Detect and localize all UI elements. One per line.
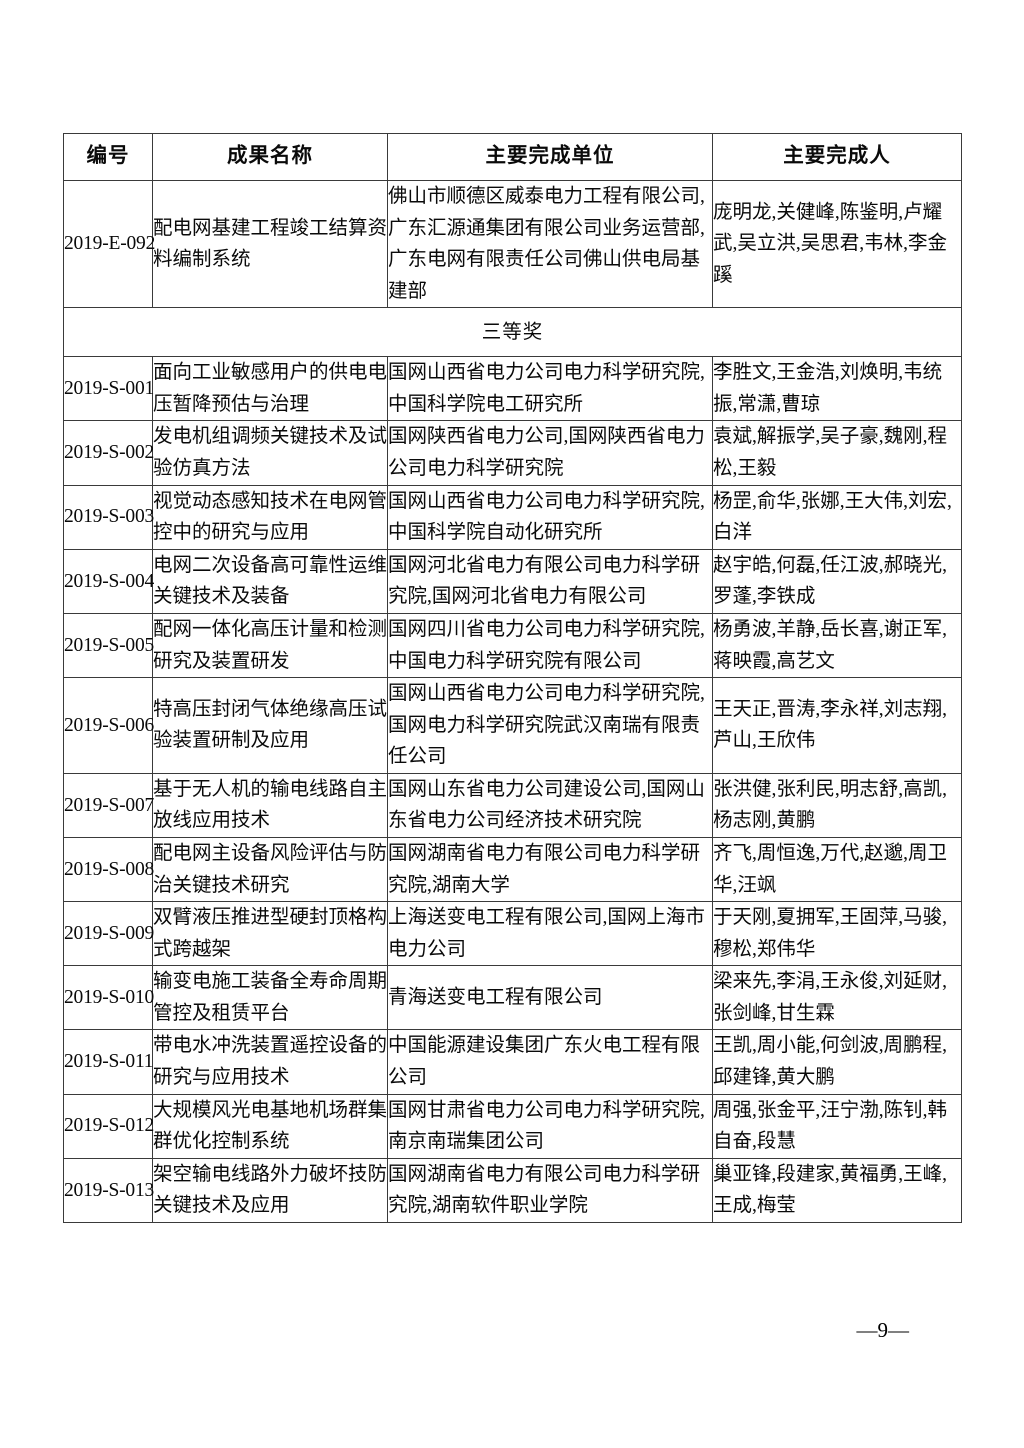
cell-people: 张洪健,张利民,明志舒,高凯,杨志刚,黄鹏 — [712, 772, 962, 838]
cell-name: 基于无人机的输电线路自主放线应用技术 — [152, 772, 388, 838]
cell-id: 2019-S-011 — [63, 1029, 154, 1095]
table-header-row: 编号 成果名称 主要完成单位 主要完成人 — [63, 133, 962, 181]
cell-people: 李胜文,王金浩,刘焕明,韦统振,常潇,曹琼 — [712, 356, 962, 422]
cell-id: 2019-S-013 — [63, 1157, 154, 1223]
table-row: 2019-S-013 架空输电线路外力破坏技防关键技术及应用 国网湖南省电力有限… — [63, 1157, 962, 1223]
table-row: 2019-S-003 视觉动态感知技术在电网管控中的研究与应用 国网山西省电力公… — [63, 484, 962, 550]
cell-people: 袁斌,解振学,吴子豪,魏刚,程松,王毅 — [712, 420, 962, 486]
table-row: 2019-S-007 基于无人机的输电线路自主放线应用技术 国网山东省电力公司建… — [63, 772, 962, 838]
cell-id: 2019-S-005 — [63, 612, 154, 679]
table-row: 2019-S-005 配网一体化高压计量和检测研究及装置研发 国网四川省电力公司… — [63, 612, 962, 679]
cell-unit: 国网甘肃省电力公司电力科学研究院,南京南瑞集团公司 — [387, 1093, 713, 1159]
cell-name: 架空输电线路外力破坏技防关键技术及应用 — [152, 1157, 388, 1223]
cell-unit: 佛山市顺德区威泰电力工程有限公司,广东汇源通集团有限公司业务运营部,广东电网有限… — [387, 179, 713, 309]
cell-people: 王凯,周小能,何剑波,周鹏程,邱建锋,黄大鹏 — [712, 1029, 962, 1095]
section-divider-row: 三等奖 — [63, 307, 962, 358]
table-row: 2019-S-002 发电机组调频关键技术及试验仿真方法 国网陕西省电力公司,国… — [63, 420, 962, 486]
column-header-name: 成果名称 — [152, 133, 388, 181]
column-header-unit: 主要完成单位 — [387, 133, 713, 181]
cell-people: 齐飞,周恒逸,万代,赵邈,周卫华,汪飒 — [712, 836, 962, 903]
cell-unit: 青海送变电工程有限公司 — [387, 965, 713, 1031]
cell-name: 带电水冲洗装置遥控设备的研究与应用技术 — [152, 1029, 388, 1095]
table-row: 2019-S-004 电网二次设备高可靠性运维关键技术及装备 国网河北省电力有限… — [63, 548, 962, 614]
cell-name: 视觉动态感知技术在电网管控中的研究与应用 — [152, 484, 388, 550]
cell-id: 2019-S-004 — [63, 548, 154, 614]
cell-people: 杨勇波,羊静,岳长喜,谢正军,蒋映霞,高艺文 — [712, 612, 962, 679]
cell-people: 于天刚,夏拥军,王固萍,马骏,穆松,郑伟华 — [712, 901, 962, 967]
cell-name: 配电网主设备风险评估与防治关键技术研究 — [152, 836, 388, 903]
table-row: 2019-S-006 特高压封闭气体绝缘高压试验装置研制及应用 国网山西省电力公… — [63, 677, 962, 774]
cell-unit: 上海送变电工程有限公司,国网上海市电力公司 — [387, 901, 713, 967]
cell-unit: 国网四川省电力公司电力科学研究院,中国电力科学研究院有限公司 — [387, 612, 713, 679]
section-label: 三等奖 — [63, 307, 962, 358]
table-body: 2019-E-092 配电网基建工程竣工结算资料编制系统 佛山市顺德区威泰电力工… — [63, 179, 962, 1223]
table-row: 2019-E-092 配电网基建工程竣工结算资料编制系统 佛山市顺德区威泰电力工… — [63, 179, 962, 309]
cell-people: 巢亚锋,段建家,黄福勇,王峰,王成,梅莹 — [712, 1157, 962, 1223]
cell-id: 2019-S-008 — [63, 836, 154, 903]
cell-people: 梁来先,李涓,王永俊,刘延财,张剑峰,甘生霖 — [712, 965, 962, 1031]
table-row: 2019-S-008 配电网主设备风险评估与防治关键技术研究 国网湖南省电力有限… — [63, 836, 962, 903]
award-table-container: 编号 成果名称 主要完成单位 主要完成人 2019-E-092 配电网基建工程竣… — [63, 133, 962, 1223]
cell-id: 2019-S-006 — [63, 677, 154, 774]
cell-name: 电网二次设备高可靠性运维关键技术及装备 — [152, 548, 388, 614]
cell-unit: 国网山西省电力公司电力科学研究院,中国科学院自动化研究所 — [387, 484, 713, 550]
cell-id: 2019-S-003 — [63, 484, 154, 550]
cell-unit: 国网河北省电力有限公司电力科学研究院,国网河北省电力有限公司 — [387, 548, 713, 614]
cell-id: 2019-S-002 — [63, 420, 154, 486]
cell-unit: 国网湖南省电力有限公司电力科学研究院,湖南软件职业学院 — [387, 1157, 713, 1223]
table-row: 2019-S-009 双臂液压推进型硬封顶格构式跨越架 上海送变电工程有限公司,… — [63, 901, 962, 967]
table-row: 2019-S-010 输变电施工装备全寿命周期管控及租赁平台 青海送变电工程有限… — [63, 965, 962, 1031]
cell-name: 特高压封闭气体绝缘高压试验装置研制及应用 — [152, 677, 388, 774]
cell-people: 王天正,晋涛,李永祥,刘志翔,芦山,王欣伟 — [712, 677, 962, 774]
cell-people: 赵宇皓,何磊,任江波,郝晓光,罗蓬,李铁成 — [712, 548, 962, 614]
award-results-table: 编号 成果名称 主要完成单位 主要完成人 2019-E-092 配电网基建工程竣… — [63, 133, 962, 1223]
table-row: 2019-S-011 带电水冲洗装置遥控设备的研究与应用技术 中国能源建设集团广… — [63, 1029, 962, 1095]
cell-name: 双臂液压推进型硬封顶格构式跨越架 — [152, 901, 388, 967]
cell-people: 杨罡,俞华,张娜,王大伟,刘宏,白洋 — [712, 484, 962, 550]
cell-name: 大规模风光电基地机场群集群优化控制系统 — [152, 1093, 388, 1159]
cell-unit: 国网湖南省电力有限公司电力科学研究院,湖南大学 — [387, 836, 713, 903]
cell-name: 发电机组调频关键技术及试验仿真方法 — [152, 420, 388, 486]
cell-unit: 国网山西省电力公司电力科学研究院,中国科学院电工研究所 — [387, 356, 713, 422]
column-header-people: 主要完成人 — [712, 133, 962, 181]
table-row: 2019-S-001 面向工业敏感用户的供电电压暂降预估与治理 国网山西省电力公… — [63, 356, 962, 422]
cell-unit: 国网山东省电力公司建设公司,国网山东省电力公司经济技术研究院 — [387, 772, 713, 838]
column-header-id: 编号 — [63, 133, 153, 181]
cell-people: 周强,张金平,汪宁渤,陈钊,韩自奋,段慧 — [712, 1093, 962, 1159]
cell-unit: 国网山西省电力公司电力科学研究院,国网电力科学研究院武汉南瑞有限责任公司 — [387, 677, 713, 774]
cell-id: 2019-E-092 — [63, 179, 155, 309]
cell-unit: 中国能源建设集团广东火电工程有限公司 — [387, 1029, 713, 1095]
cell-name: 配网一体化高压计量和检测研究及装置研发 — [152, 612, 388, 679]
cell-unit: 国网陕西省电力公司,国网陕西省电力公司电力科学研究院 — [387, 420, 713, 486]
cell-id: 2019-S-010 — [63, 965, 154, 1031]
cell-people: 庞明龙,关健峰,陈鉴明,卢耀武,吴立洪,吴思君,韦林,李金蹊 — [712, 179, 962, 309]
cell-id: 2019-S-012 — [63, 1093, 154, 1159]
cell-name: 配电网基建工程竣工结算资料编制系统 — [152, 179, 388, 309]
table-row: 2019-S-012 大规模风光电基地机场群集群优化控制系统 国网甘肃省电力公司… — [63, 1093, 962, 1159]
cell-name: 面向工业敏感用户的供电电压暂降预估与治理 — [152, 356, 388, 422]
cell-id: 2019-S-007 — [63, 772, 154, 838]
page-number: —9— — [856, 1318, 910, 1342]
cell-id: 2019-S-009 — [63, 901, 154, 967]
cell-id: 2019-S-001 — [63, 356, 154, 422]
table-header: 编号 成果名称 主要完成单位 主要完成人 — [63, 133, 962, 181]
cell-name: 输变电施工装备全寿命周期管控及租赁平台 — [152, 965, 388, 1031]
